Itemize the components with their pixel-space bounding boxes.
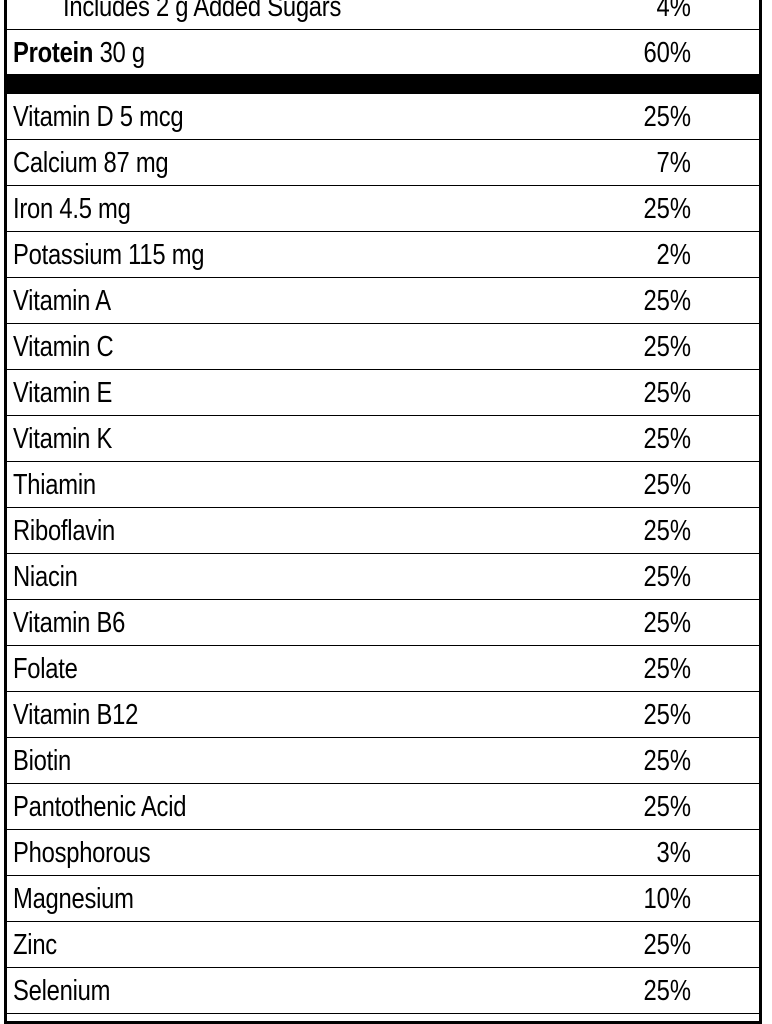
nutrient-name: Vitamin E xyxy=(13,377,113,409)
added-sugars-row: Includes 2 g Added Sugars 4% xyxy=(7,0,759,30)
added-sugars-percent: 4% xyxy=(656,0,691,23)
nutrient-name: Calcium 87 mg xyxy=(13,147,169,179)
nutrient-name: Magnesium xyxy=(13,883,134,915)
protein-row: Protein 30 g 60% xyxy=(7,30,759,74)
protein-amount: 30 g xyxy=(99,37,146,69)
nutrient-row: Folate 25% xyxy=(7,646,759,692)
protein-percent: 60% xyxy=(643,37,691,69)
nutrient-row: Vitamin B6 25% xyxy=(7,600,759,646)
nutrient-row: Selenium 25% xyxy=(7,968,759,1014)
nutrient-row: Vitamin K 25% xyxy=(7,416,759,462)
nutrient-percent: 25% xyxy=(643,791,691,823)
nutrient-row: Vitamin B12 25% xyxy=(7,692,759,738)
nutrient-percent: 25% xyxy=(643,469,691,501)
nutrient-percent: 25% xyxy=(643,699,691,731)
nutrient-name: Zinc xyxy=(13,929,57,961)
nutrient-row: Magnesium 10% xyxy=(7,876,759,922)
nutrient-name: Iron 4.5 mg xyxy=(13,193,131,225)
nutrient-row: Vitamin A 25% xyxy=(7,278,759,324)
nutrient-name: Pantothenic Acid xyxy=(13,791,187,823)
nutrient-row: Calcium 87 mg 7% xyxy=(7,140,759,186)
nutrient-row: Vitamin E 25% xyxy=(7,370,759,416)
nutrient-percent: 2% xyxy=(656,239,691,271)
nutrient-percent: 25% xyxy=(643,285,691,317)
nutrient-name: Vitamin B6 xyxy=(13,607,126,639)
nutrient-name: Folate xyxy=(13,653,78,685)
nutrient-row: Vitamin C 25% xyxy=(7,324,759,370)
nutrient-name: Niacin xyxy=(13,561,78,593)
nutrient-percent: 25% xyxy=(643,423,691,455)
protein-heading: Protein xyxy=(13,37,94,69)
nutrient-row: Zinc 25% xyxy=(7,922,759,968)
nutrient-row: Thiamin 25% xyxy=(7,462,759,508)
nutrient-percent: 3% xyxy=(656,837,691,869)
nutrient-percent: 25% xyxy=(643,975,691,1007)
nutrient-name: Biotin xyxy=(13,745,72,777)
nutrient-row: Pantothenic Acid 25% xyxy=(7,784,759,830)
nutrient-percent: 25% xyxy=(643,561,691,593)
nutrient-row: Vitamin D 5 mcg 25% xyxy=(7,94,759,140)
nutrient-percent: 25% xyxy=(643,101,691,133)
nutrient-row: Niacin 25% xyxy=(7,554,759,600)
nutrient-name: Selenium xyxy=(13,975,111,1007)
nutrient-row: Potassium 115 mg 2% xyxy=(7,232,759,278)
nutrient-row: Riboflavin 25% xyxy=(7,508,759,554)
nutrient-row: Phosphorous 3% xyxy=(7,830,759,876)
nutrient-name: Riboflavin xyxy=(13,515,115,547)
nutrient-percent: 25% xyxy=(643,653,691,685)
nutrient-percent: 25% xyxy=(643,607,691,639)
nutrient-percent: 25% xyxy=(643,193,691,225)
nutrient-name: Vitamin D 5 mcg xyxy=(13,101,184,133)
nutrient-name: Vitamin B12 xyxy=(13,699,139,731)
nutrient-percent: 25% xyxy=(643,331,691,363)
nutrient-percent: 25% xyxy=(643,515,691,547)
nutrient-name: Vitamin A xyxy=(13,285,111,317)
nutrient-name: Vitamin K xyxy=(13,423,113,455)
nutrient-percent: 25% xyxy=(643,929,691,961)
thick-divider xyxy=(7,74,759,94)
nutrient-name: Phosphorous xyxy=(13,837,151,869)
nutrient-row: Biotin 25% xyxy=(7,738,759,784)
nutrient-percent: 25% xyxy=(643,377,691,409)
nutrient-name: Potassium 115 mg xyxy=(13,239,205,271)
protein-label: Protein 30 g xyxy=(13,37,145,70)
nutrient-row: Iron 4.5 mg 25% xyxy=(7,186,759,232)
nutrient-percent: 10% xyxy=(643,883,691,915)
nutrient-percent: 7% xyxy=(656,147,691,179)
added-sugars-label: Includes 2 g Added Sugars xyxy=(63,0,342,23)
nutrient-list: Vitamin D 5 mcg 25% Calcium 87 mg 7% Iron 4.… xyxy=(7,94,759,1014)
nutrient-name: Thiamin xyxy=(13,469,96,501)
nutrient-percent: 25% xyxy=(643,745,691,777)
nutrient-name: Vitamin C xyxy=(13,331,114,363)
nutrition-facts-table: Includes 2 g Added Sugars 4% Protein 30 … xyxy=(7,0,759,1014)
